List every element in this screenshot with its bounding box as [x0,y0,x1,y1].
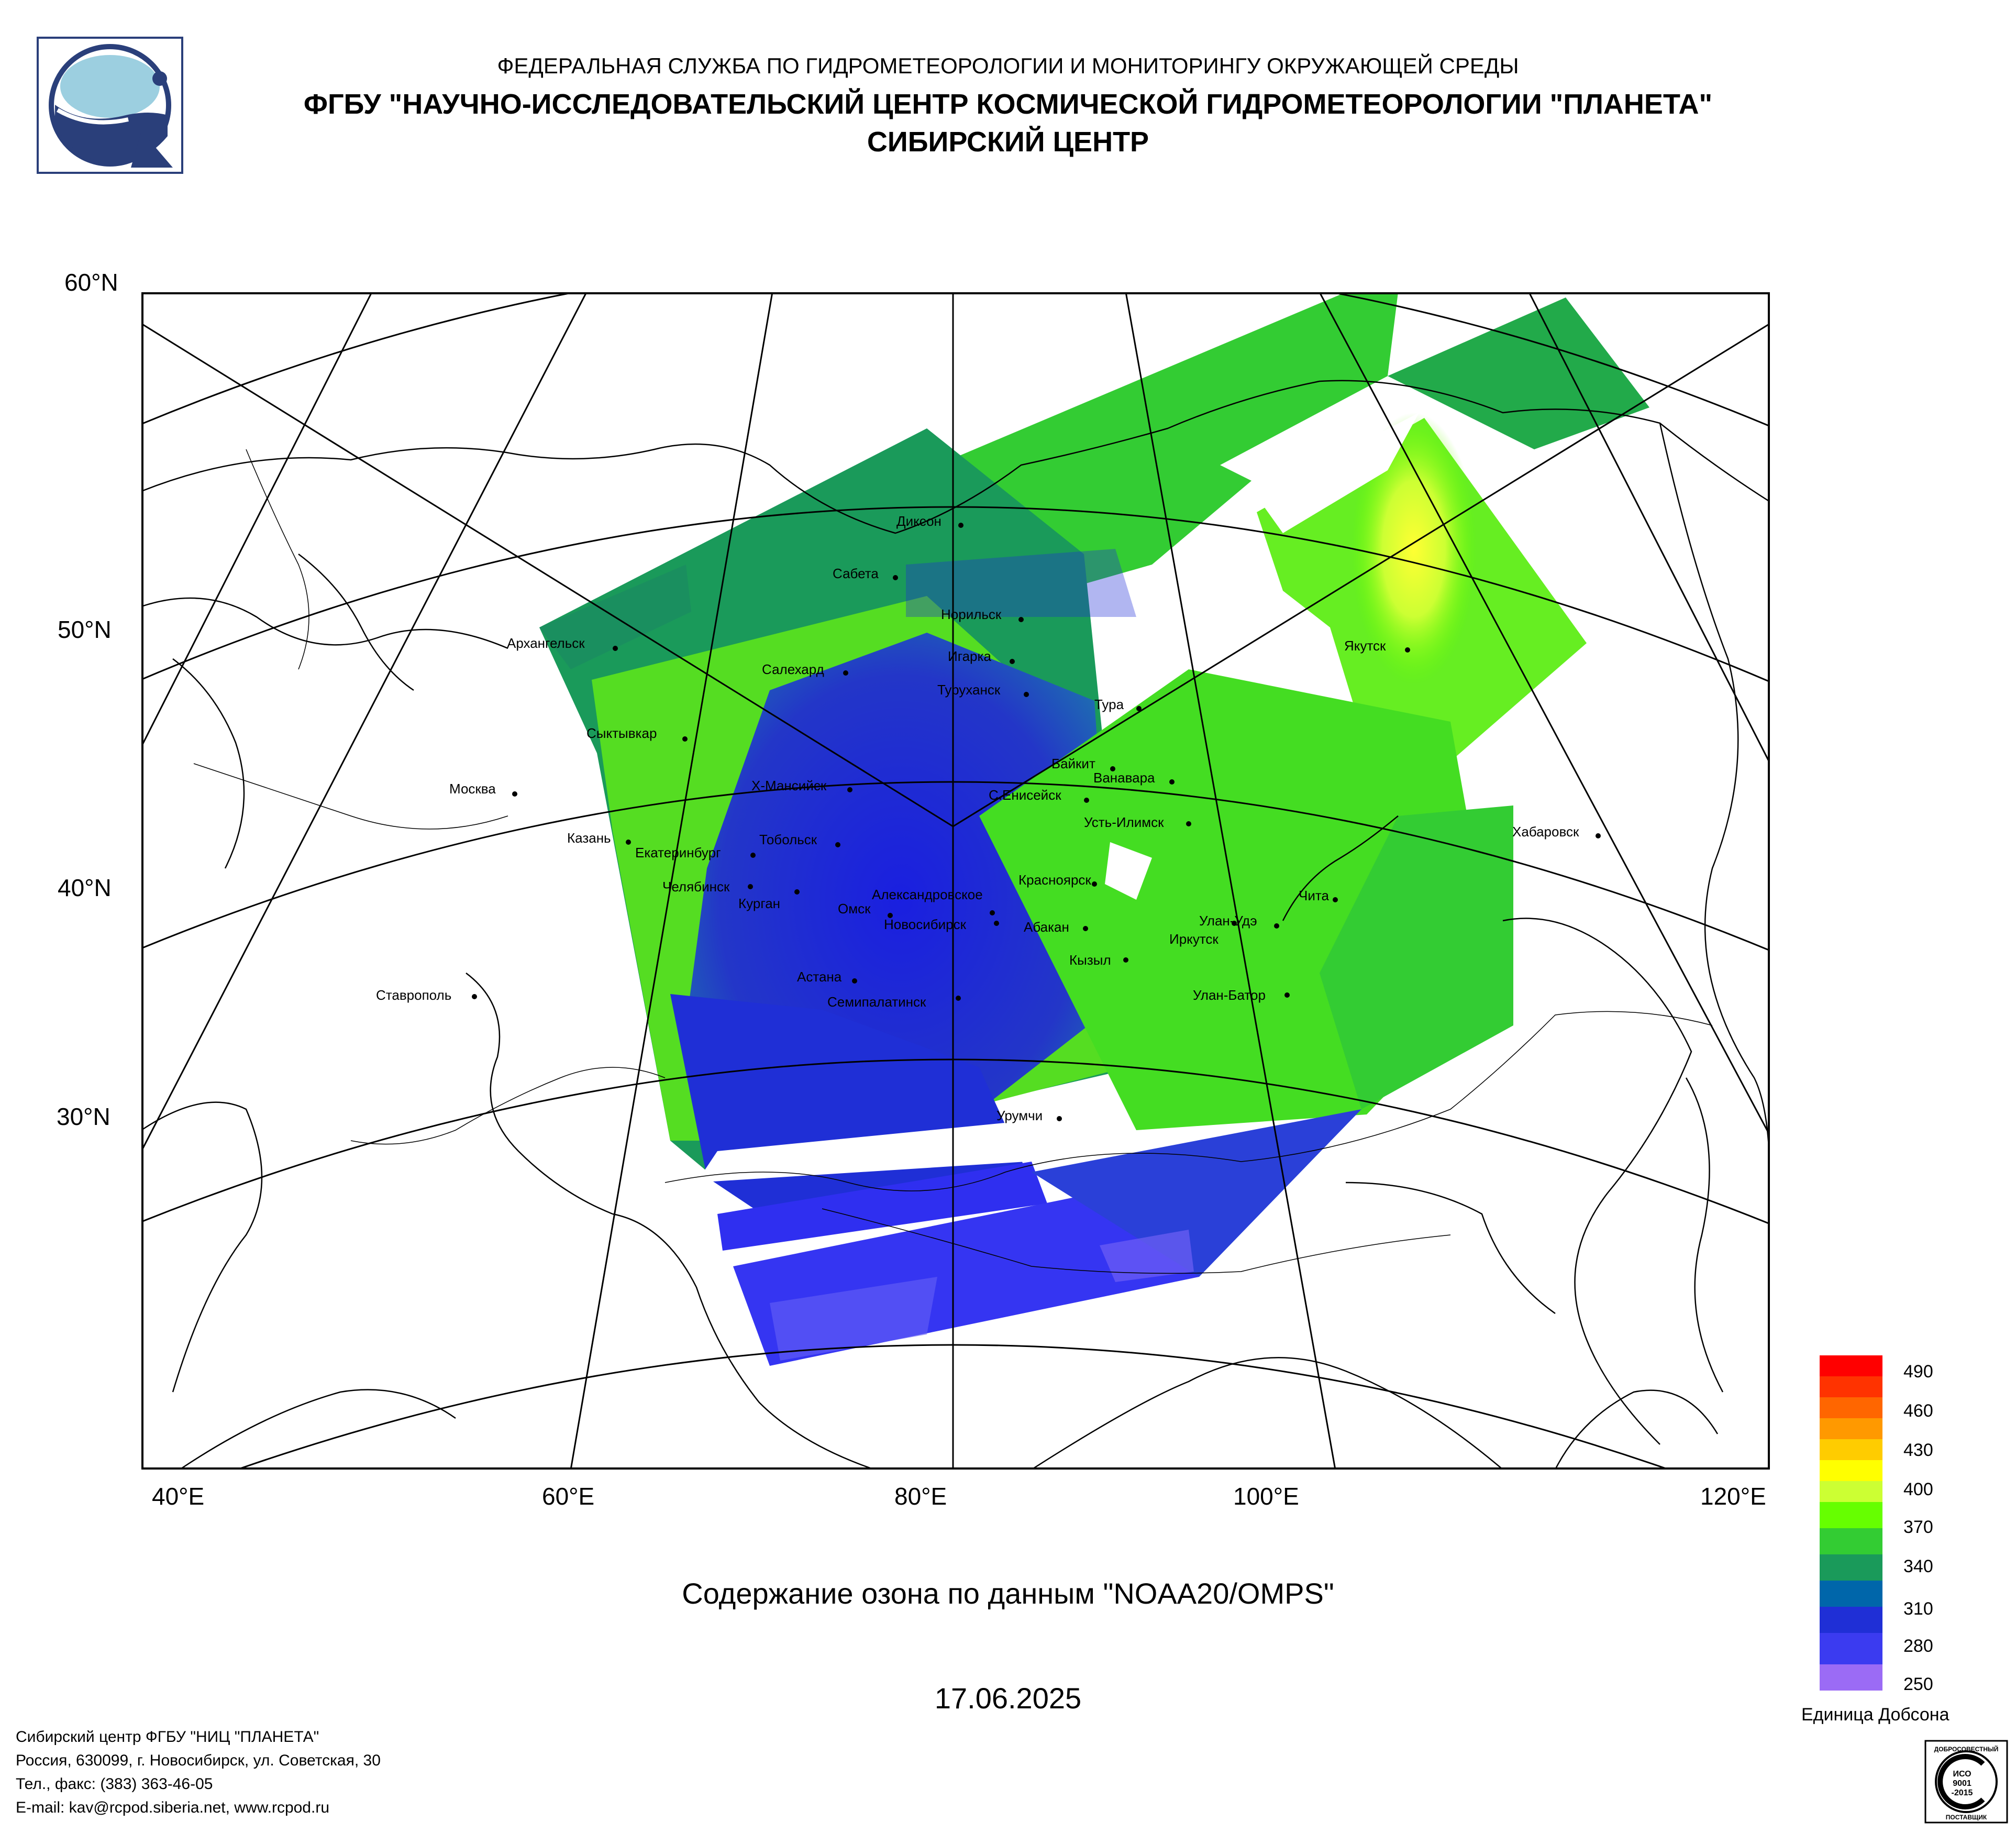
legend-tick: 340 [1903,1556,1933,1576]
city-label: Игарка [948,648,991,664]
map-date: 17.06.2025 [934,1682,1082,1715]
footer-phone: Тел., факс: (383) 363-46-05 [16,1775,213,1793]
iso-badge: ДОБРОСОВЕСТНЫЙ ИСО 9001 -2015 ПОСТАВЩИК [1924,1740,2008,1824]
map-frame [141,292,1770,1470]
city-label: Архангельск [507,635,585,651]
city-label: Ставрополь [376,987,452,1003]
badge-bottom: ПОСТАВЩИК [1946,1814,1987,1821]
city-label: Норильск [941,606,1002,622]
city-label: Тура [1094,697,1124,712]
city-label: Салехард [762,661,824,677]
planeta-logo [37,37,183,174]
city-label: Иркутск [1169,931,1219,947]
header-center: СИБИРСКИЙ ЦЕНТР [867,126,1149,158]
city-label: Сыктывкар [586,725,657,741]
city-label: Екатеринбург [635,845,721,860]
lon-label: 120°E [1700,1483,1766,1510]
colorbar [1820,1355,1882,1691]
city-label: Кызыл [1069,952,1111,968]
badge-iso: ИСО [1953,1770,1971,1779]
city-label: Москва [449,781,496,797]
badge-9001: 9001 [1953,1779,1971,1788]
legend-tick: 430 [1903,1440,1933,1460]
city-label: Абакан [1024,919,1069,935]
coastlines [141,380,1770,1470]
city-label: Новосибирск [884,916,966,932]
borders [193,449,1713,1274]
legend-tick: 460 [1903,1401,1933,1421]
lon-label: 60°E [542,1483,595,1510]
ozone-swaths [539,292,1649,1366]
badge-year: -2015 [1952,1788,1973,1797]
legend-tick: 370 [1903,1517,1933,1537]
city-label: Хабаровск [1512,824,1579,840]
map-title: Содержание озона по данным "NOAA20/OMPS" [682,1577,1334,1610]
header-institute: ФГБУ "НАУЧНО-ИССЛЕДОВАТЕЛЬСКИЙ ЦЕНТР КОС… [303,89,1713,120]
header-agency: ФЕДЕРАЛЬНАЯ СЛУЖБА ПО ГИДРОМЕТЕОРОЛОГИИ … [497,53,1519,78]
legend-tick: 490 [1903,1362,1933,1382]
graticule [141,292,1770,1470]
legend-tick: 280 [1903,1636,1933,1656]
footer-org: Сибирский центр ФГБУ "НИЦ "ПЛАНЕТА" [16,1728,319,1746]
lat-label: 40°N [58,874,112,901]
lon-label: 40°E [152,1483,205,1510]
city-label: Усть-Илимск [1084,814,1164,830]
lat-label: 50°N [58,616,112,643]
city-label: Челябинск [662,879,730,895]
city-label: Улан-Удэ [1199,913,1257,929]
city-label: Якутск [1344,638,1386,654]
city-label: Байкит [1051,756,1095,771]
lon-label: 80°E [894,1483,947,1510]
city-label: Александровское [872,887,983,902]
city-label: Семипалатинск [827,994,926,1010]
footer-address: Россия, 630099, г. Новосибирск, ул. Сове… [16,1752,381,1769]
city-label: С.Енисейск [989,787,1061,803]
lat-label: 30°N [57,1103,110,1130]
legend-unit: Единица Добсона [1801,1705,1949,1725]
city-label: Улан-Батор [1193,987,1266,1003]
legend-tick: 400 [1903,1479,1933,1499]
badge-top: ДОБРОСОВЕСТНЫЙ [1934,1745,1999,1753]
city-label: Тобольск [759,832,817,847]
city-label: Туруханск [937,682,1001,698]
ozone-map [141,292,1770,1470]
city-label: Х-Мансийск [751,778,827,793]
city-label: Урумчи [996,1108,1043,1123]
city-label: Омск [838,901,871,916]
city-label: Диксон [896,513,941,529]
legend-tick: 250 [1903,1674,1933,1694]
city-label: Красноярск [1018,872,1091,888]
city-label: Казань [567,830,611,846]
city-label: Астана [797,969,842,985]
city-label: Сабета [833,566,879,581]
lon-label: 100°E [1233,1483,1299,1510]
legend-tick: 310 [1903,1599,1933,1619]
lat-label: 60°N [64,269,118,296]
city-dots [472,523,1601,1121]
footer-contacts: E-mail: kav@rcpod.siberia.net, www.rcpod… [16,1799,330,1816]
city-label: Ванавара [1093,770,1155,786]
city-label: Курган [738,896,781,911]
city-label: Чита [1299,888,1329,903]
